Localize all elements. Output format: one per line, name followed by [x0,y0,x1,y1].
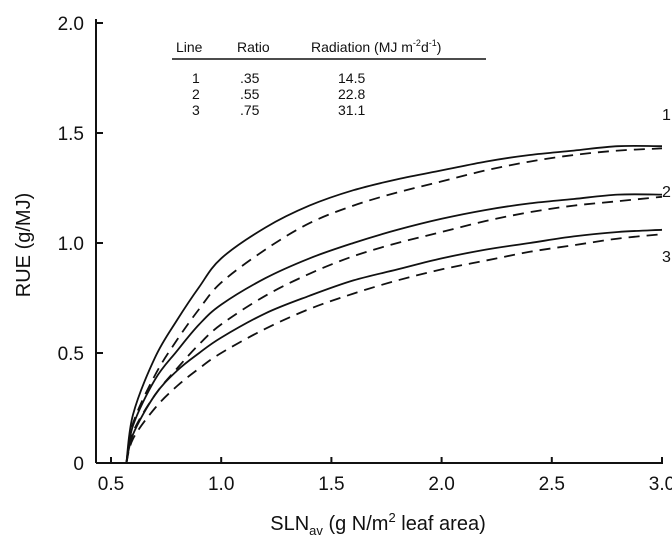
x-tick-label: 1.5 [318,474,344,495]
y-tick-label: 1.0 [58,234,84,255]
line-end-label-3: 3 [662,249,671,266]
legend-row-2-ratio: .55 [240,86,260,102]
legend-row-2-line: 2 [192,86,200,102]
y-axis-title: RUE (g/MJ) [13,193,35,297]
x-axis-title: SLNav (g N/m2 leaf area) [270,510,486,538]
legend-header-line: Line [176,39,203,55]
y-tick-label: 0 [73,454,84,475]
legend-row-3-ratio: .75 [240,102,260,118]
legend-header-radiation-sup1: -2 [413,38,421,48]
x-tick-label: 2.5 [539,474,565,495]
x-axis-title-end: leaf area) [396,513,486,535]
legend-row-3-line: 3 [192,102,200,118]
x-tick-label: 2.0 [428,474,454,495]
y-tick-label: 2.0 [58,14,84,35]
x-axis-title-rest: (g N/m [323,513,389,535]
legend-header-radiation-pre: Radiation (MJ m [311,39,413,55]
x-axis-title-main: SLN [270,513,309,535]
series-line-2-dashed [125,195,663,464]
legend-row-3-radiation: 31.1 [338,102,365,118]
series-line-3-dashed [125,233,663,464]
y-tick-label: 0.5 [58,344,84,365]
x-axis-title-sup: 2 [388,510,395,525]
legend-row-1-line: 1 [192,70,200,86]
series-line-1-solid [125,144,663,464]
series-lines [125,144,663,464]
legend-header-ratio: Ratio [237,39,270,55]
series-line-3-solid [125,228,663,464]
legend-header-radiation: Radiation (MJ m-2d-1) [311,38,441,55]
legend-row-2-radiation: 22.8 [338,86,365,102]
x-tick-label: 3.0 [649,474,672,495]
line-end-label-1: 1 [662,107,671,124]
legend-table: Line Ratio Radiation (MJ m-2d-1) 1 .35 1… [172,38,486,118]
x-axis-title-sub: av [309,523,323,538]
y-tick-label: 1.5 [58,124,84,145]
legend-header-radiation-sup2: -1 [429,38,437,48]
line-end-label-2: 2 [662,184,671,201]
y-axis-ticks: 0 0.5 1.0 1.5 2.0 [58,14,103,475]
legend-header-radiation-mid: d [421,39,429,55]
legend-header-radiation-post: ) [437,39,442,55]
x-tick-label: 1.0 [208,474,234,495]
series-line-2-solid [125,193,663,464]
legend-row-1-radiation: 14.5 [338,70,365,86]
x-axis-ticks: 0.5 1.0 1.5 2.0 2.5 3.0 [98,457,672,495]
legend-row-1-ratio: .35 [240,70,260,86]
series-line-1-dashed [125,147,663,464]
x-tick-label: 0.5 [98,474,124,495]
